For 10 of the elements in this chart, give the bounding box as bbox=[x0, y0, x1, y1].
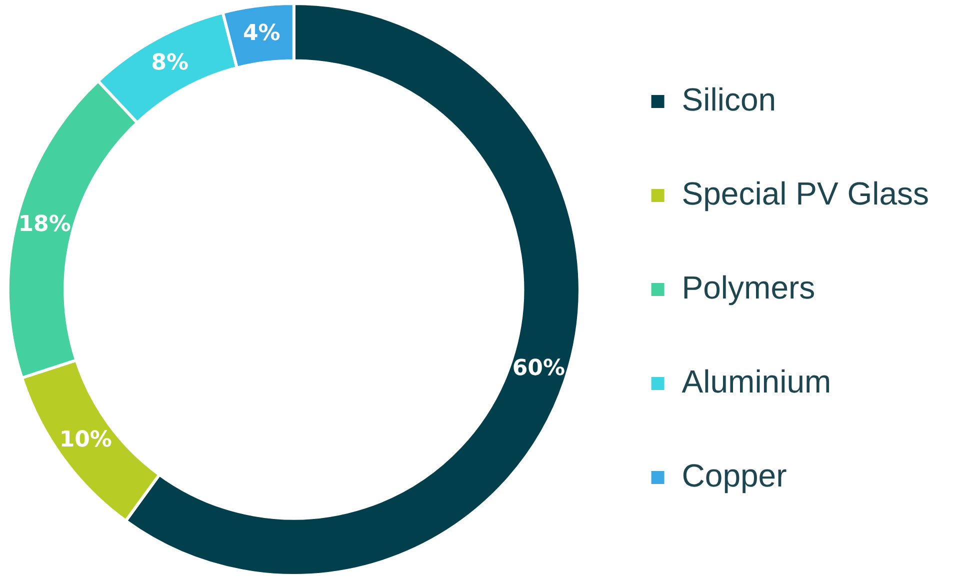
data-label: 8% bbox=[151, 50, 189, 76]
legend-label: Copper bbox=[682, 457, 788, 494]
data-label: 10% bbox=[59, 428, 112, 453]
legend-label: Polymers bbox=[682, 269, 816, 306]
data-label: 18% bbox=[18, 212, 71, 238]
data-label: 60% bbox=[512, 356, 566, 381]
data-label: 4% bbox=[242, 20, 280, 46]
legend-label: Aluminium bbox=[682, 363, 832, 400]
legend-label: Special PV Glass bbox=[682, 175, 929, 212]
legend-label: Silicon bbox=[682, 81, 776, 118]
